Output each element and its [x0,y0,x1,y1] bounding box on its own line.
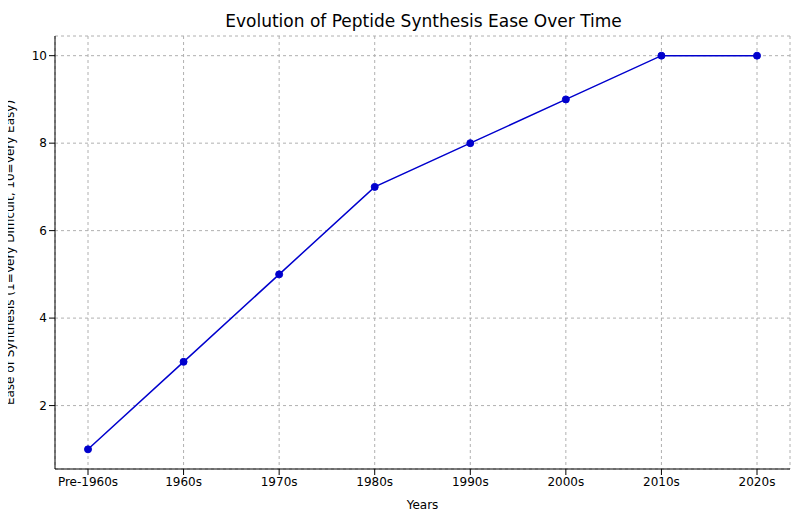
svg-text:Years: Years [406,498,439,509]
svg-text:8: 8 [39,136,47,150]
html-text:Evolution of Peptide Synthesis: Evolution of Peptide Synthesis Ease Over… [225,11,622,31]
svg-text:6: 6 [39,224,47,238]
svg-text:2010s: 2010s [643,475,680,489]
svg-text:Ease of Synthesis (1=Very Diff: Ease of Synthesis (1=Very Difficult, 10=… [8,100,17,405]
svg-text:1980s: 1980s [356,475,393,489]
svg-text:1960s: 1960s [165,475,202,489]
svg-text:Pre-1960s: Pre-1960s [58,475,118,489]
svg-text:2: 2 [39,399,47,413]
svg-text:2020s: 2020s [739,475,776,489]
svg-text:4: 4 [39,311,47,325]
svg-text:10: 10 [32,49,47,63]
svg-text:2000s: 2000s [547,475,584,489]
svg-text:1970s: 1970s [261,475,298,489]
svg-text:1990s: 1990s [452,475,489,489]
